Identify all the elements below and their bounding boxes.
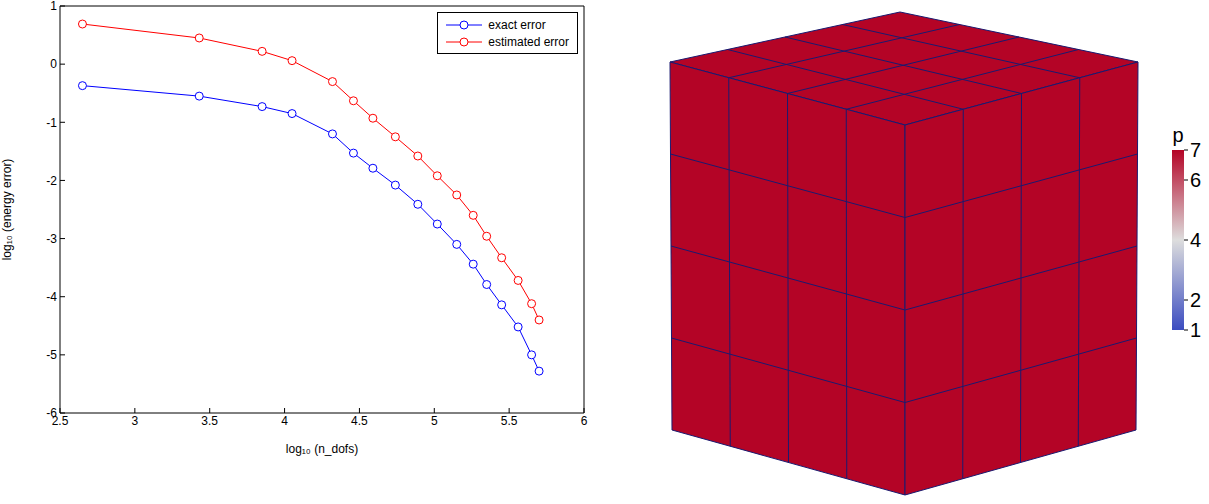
svg-text:7: 7	[1190, 139, 1201, 161]
svg-text:-6: -6	[46, 406, 57, 420]
svg-text:2.5: 2.5	[51, 413, 69, 428]
svg-text:4.5: 4.5	[351, 414, 368, 428]
html-text:exact error: exact error	[488, 17, 546, 32]
svg-text:-2: -2	[46, 174, 57, 188]
svg-text:-1: -1	[46, 116, 57, 130]
svg-text:3: 3	[132, 414, 139, 428]
svg-text:3.5: 3.5	[201, 414, 218, 428]
svg-text:5: 5	[431, 414, 438, 428]
svg-text:log₁₀ (energy error): log₁₀ (energy error)	[0, 159, 14, 261]
svg-text:1: 1	[50, 0, 57, 13]
svg-text:5.5: 5.5	[501, 414, 518, 428]
svg-text:4: 4	[1190, 229, 1201, 251]
svg-text:0: 0	[50, 57, 57, 71]
svg-text:6: 6	[581, 414, 588, 428]
svg-text:log₁₀ (n_dofs): log₁₀ (n_dofs)	[286, 442, 358, 456]
svg-text:-4: -4	[46, 290, 57, 304]
svg-text:-5: -5	[46, 348, 57, 362]
svg-text:4: 4	[281, 414, 288, 428]
svg-text:1: 1	[1190, 319, 1201, 341]
html-text:estimated error: estimated error	[488, 34, 569, 49]
svg-text:p: p	[1172, 124, 1183, 146]
svg-text:6: 6	[1190, 169, 1201, 191]
svg-text:2: 2	[1190, 289, 1201, 311]
svg-text:-3: -3	[46, 232, 57, 246]
